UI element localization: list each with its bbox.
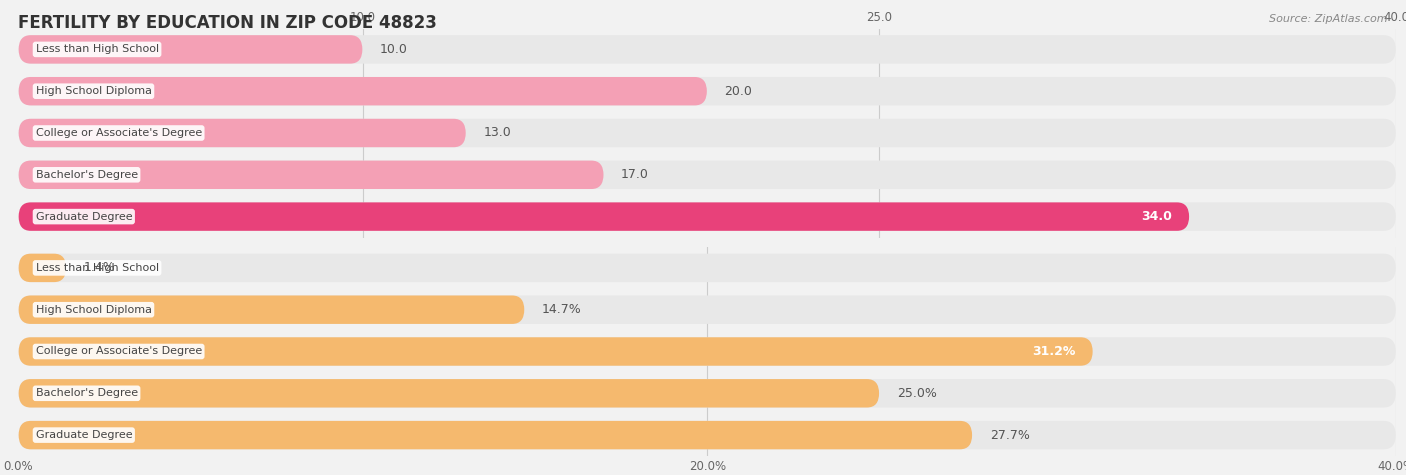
Text: College or Associate's Degree: College or Associate's Degree: [35, 346, 201, 357]
FancyBboxPatch shape: [18, 337, 1396, 366]
Text: 20.0: 20.0: [724, 85, 752, 98]
FancyBboxPatch shape: [18, 119, 465, 147]
FancyBboxPatch shape: [18, 35, 363, 64]
Text: FERTILITY BY EDUCATION IN ZIP CODE 48823: FERTILITY BY EDUCATION IN ZIP CODE 48823: [18, 14, 437, 32]
Text: 31.2%: 31.2%: [1032, 345, 1076, 358]
Text: 14.7%: 14.7%: [541, 303, 582, 316]
FancyBboxPatch shape: [18, 295, 1396, 324]
FancyBboxPatch shape: [18, 337, 1092, 366]
FancyBboxPatch shape: [18, 35, 1396, 64]
Text: Less than High School: Less than High School: [35, 263, 159, 273]
FancyBboxPatch shape: [18, 421, 972, 449]
Text: Bachelor's Degree: Bachelor's Degree: [35, 170, 138, 180]
Text: 34.0: 34.0: [1142, 210, 1173, 223]
Text: 10.0: 10.0: [380, 43, 408, 56]
FancyBboxPatch shape: [18, 254, 1396, 282]
Text: 1.4%: 1.4%: [84, 261, 115, 275]
Text: 25.0%: 25.0%: [897, 387, 936, 400]
Text: College or Associate's Degree: College or Associate's Degree: [35, 128, 201, 138]
FancyBboxPatch shape: [18, 119, 1396, 147]
Text: Graduate Degree: Graduate Degree: [35, 430, 132, 440]
Text: High School Diploma: High School Diploma: [35, 304, 152, 315]
FancyBboxPatch shape: [18, 421, 1396, 449]
FancyBboxPatch shape: [18, 77, 707, 105]
FancyBboxPatch shape: [18, 161, 1396, 189]
Text: Less than High School: Less than High School: [35, 44, 159, 55]
Text: High School Diploma: High School Diploma: [35, 86, 152, 96]
FancyBboxPatch shape: [18, 77, 1396, 105]
Text: Source: ZipAtlas.com: Source: ZipAtlas.com: [1270, 14, 1388, 24]
Text: 27.7%: 27.7%: [990, 428, 1029, 442]
Text: Bachelor's Degree: Bachelor's Degree: [35, 388, 138, 399]
FancyBboxPatch shape: [18, 254, 66, 282]
FancyBboxPatch shape: [18, 202, 1189, 231]
Text: Graduate Degree: Graduate Degree: [35, 211, 132, 222]
Text: 13.0: 13.0: [484, 126, 510, 140]
FancyBboxPatch shape: [18, 379, 1396, 408]
FancyBboxPatch shape: [18, 161, 603, 189]
FancyBboxPatch shape: [18, 379, 879, 408]
FancyBboxPatch shape: [18, 295, 524, 324]
Text: 17.0: 17.0: [621, 168, 650, 181]
FancyBboxPatch shape: [18, 202, 1396, 231]
